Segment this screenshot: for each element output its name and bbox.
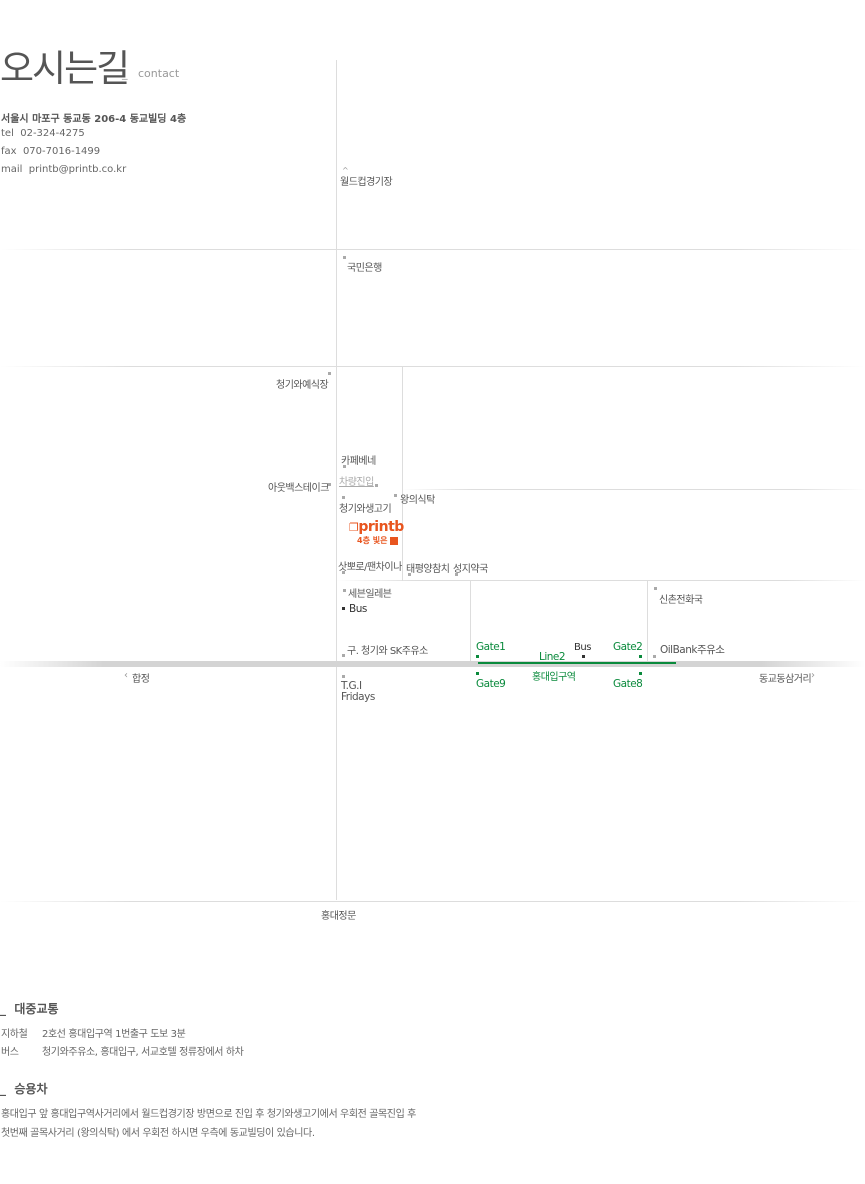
landmark-wang: 왕의식탁 [400,495,435,506]
landmark-sinchon: 신촌전화국 [659,595,703,606]
page-subtitle: _ contact [122,67,180,80]
marker-dot [394,494,397,497]
alley-v1 [402,366,403,581]
landmark-seven: 세븐일레븐 [348,589,392,600]
chevron-left-icon: ‹ [124,670,128,681]
car-directions-2: 첫번째 골목사거리 (왕의식탁) 에서 우회전 하시면 우측에 동교빌딩이 있습… [1,1128,315,1139]
landmark-sapporo: 삿뽀로/팬차이나 [338,562,402,573]
gate1-marker [476,655,479,658]
transit-title: _ 대중교통 [0,1002,59,1016]
landmark-outback: 아웃백스테이크 [268,483,329,494]
car-directions-1: 홍대입구 앞 홍대입구역사거리에서 월드컵경기장 방면으로 진입 후 청기와생고… [1,1109,416,1120]
block-v1 [470,580,471,662]
printb-logo: ❐printb 4층 빛은 [349,519,404,547]
marker-dot [343,465,346,468]
landmark-cafe: 카페베네 [341,456,376,467]
gate9-marker [476,672,479,675]
transit-subway: 지하철 2호선 홍대입구역 1번출구 도보 3분 [1,1029,186,1040]
main-road [0,661,865,667]
line2-label: Line2 [539,651,566,663]
landmark-worldcup: 월드컵경기장 [340,177,393,188]
block-v2 [647,580,648,662]
landmark-taepyeong: 태평양참치 [406,564,450,575]
fax-info: fax 070-7016-1499 [1,146,101,157]
bus-stop-marker [342,607,345,610]
marker-dot [408,573,411,576]
alley-h1 [402,489,865,490]
logo-badge-icon [390,536,399,545]
street-h4 [0,901,865,902]
bus-stop-label-2: Bus [574,642,591,653]
marker-dot [654,587,657,590]
marker-dot [328,372,331,375]
logo-icon: ❐ [349,521,359,534]
transit-bus: 버스 청기와주유소, 홍대입구, 서교호텔 정류장에서 하차 [1,1047,244,1058]
car-title: _ 승용차 [0,1082,48,1096]
landmark-hongik-gate: 홍대정문 [321,911,356,922]
direction-hapjeong: 합정 [132,674,150,685]
marker-dot [342,496,345,499]
up-arrow-icon: ^ [342,166,349,175]
landmark-tgi: T.G.I Fridays [341,680,375,703]
landmark-seongji: 성지약국 [453,564,488,575]
street-h2 [0,366,865,367]
gate8-marker [639,672,642,675]
subway-line [478,662,676,664]
marker-dot [342,675,345,678]
landmark-old-sk: 구. 청기와 SK주유소 [347,646,428,657]
landmark-kb: 국민은행 [347,263,382,274]
mail-info: mail printb@printb.co.kr [1,164,127,175]
landmark-oilbank: OilBank주유소 [660,644,725,656]
gate8-label: Gate8 [613,678,643,690]
marker-dot [342,571,345,574]
main-street [336,60,337,900]
landmark-cheonggiwa-saeng: 청기와생고기 [339,504,392,515]
page-title: 오시는길 [0,47,130,90]
direction-dongkyo: 동교동삼거리 [759,674,812,685]
marker-dot [455,573,458,576]
landmark-cheonggiwa-yesik: 청기와예식장 [276,380,329,391]
marker-dot [653,655,656,658]
gate2-marker [639,655,642,658]
gate2-label: Gate2 [613,641,643,653]
marker-dot [342,654,345,657]
street-h3 [336,580,865,581]
gate9-label: Gate9 [476,678,506,690]
parking-entrance: 차량진입 [339,477,374,488]
chevron-right-icon: › [811,670,815,681]
bus-stop-marker-2 [582,655,585,658]
logo-sub: 4층 빛은 [357,535,404,547]
tel-info: tel 02-324-4275 [1,128,85,139]
marker-dot [343,256,346,259]
hongik-station: 홍대입구역 [532,672,576,683]
marker-dot [375,484,378,487]
bus-stop-label: Bus [349,603,367,615]
street-h1 [0,249,865,250]
marker-dot [328,483,331,486]
marker-dot [343,589,346,592]
gate1-label: Gate1 [476,641,506,653]
address: 서울시 마포구 동교동 206-4 동교빌딩 4층 [1,114,187,125]
